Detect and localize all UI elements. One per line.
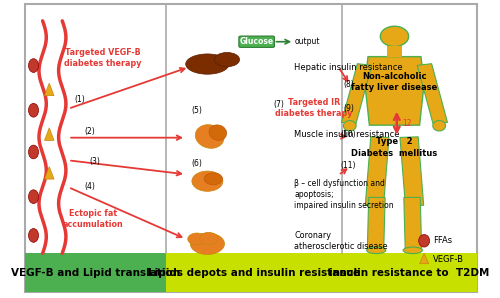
Ellipse shape (418, 235, 430, 247)
Text: Non-alcoholic
fatty liver disease: Non-alcoholic fatty liver disease (352, 72, 438, 92)
FancyBboxPatch shape (239, 36, 274, 47)
Text: (8): (8) (344, 80, 354, 89)
Ellipse shape (186, 54, 229, 74)
Text: (6): (6) (192, 159, 202, 168)
Polygon shape (366, 137, 389, 206)
Polygon shape (365, 57, 424, 125)
Text: insulin resistance to  T2DM: insulin resistance to T2DM (329, 268, 490, 278)
Polygon shape (420, 253, 428, 264)
Text: (1): (1) (74, 95, 85, 104)
Text: (11): (11) (340, 161, 355, 170)
Ellipse shape (28, 145, 38, 159)
Text: (4): (4) (84, 182, 96, 191)
Ellipse shape (28, 59, 38, 72)
Ellipse shape (196, 125, 224, 148)
Ellipse shape (433, 120, 446, 131)
Polygon shape (342, 64, 372, 124)
Ellipse shape (344, 120, 356, 131)
Text: Muscle insulin resistance: Muscle insulin resistance (294, 130, 400, 139)
Ellipse shape (28, 229, 38, 242)
Ellipse shape (366, 247, 386, 254)
Ellipse shape (190, 233, 224, 254)
Text: Glucose: Glucose (240, 37, 274, 46)
Polygon shape (44, 83, 54, 96)
Bar (387, 46, 402, 57)
Text: Type   2
Diabetes  mellitus: Type 2 Diabetes mellitus (352, 137, 438, 158)
Text: Targeted IR
diabetes therapy: Targeted IR diabetes therapy (275, 98, 352, 118)
Text: FFAs: FFAs (434, 236, 452, 245)
Bar (166, 253, 342, 292)
Polygon shape (417, 64, 448, 124)
Polygon shape (368, 197, 385, 250)
Bar (342, 253, 476, 292)
Ellipse shape (214, 52, 240, 67)
Text: (7): (7) (274, 100, 284, 109)
Bar (25, 253, 167, 292)
Polygon shape (44, 128, 54, 140)
Ellipse shape (192, 171, 223, 191)
Ellipse shape (403, 247, 422, 254)
Text: Ectopic fat
accumulation: Ectopic fat accumulation (63, 209, 124, 229)
Polygon shape (400, 137, 423, 206)
Text: 12: 12 (402, 119, 412, 128)
Text: (10): (10) (340, 130, 355, 139)
Text: output: output (295, 37, 320, 46)
Text: β – cell dysfunction and
apoptosis;
impaired insulin secretion: β – cell dysfunction and apoptosis; impa… (294, 179, 394, 210)
Polygon shape (44, 167, 54, 179)
FancyBboxPatch shape (25, 4, 476, 292)
Text: (9): (9) (344, 104, 354, 113)
Text: Coronary
atherosclerotic disease: Coronary atherosclerotic disease (294, 231, 388, 252)
Text: (3): (3) (89, 157, 100, 166)
Text: Targeted VEGF-B
diabetes therapy: Targeted VEGF-B diabetes therapy (64, 48, 141, 68)
Ellipse shape (28, 103, 38, 117)
Ellipse shape (380, 26, 408, 46)
Text: (5): (5) (192, 106, 202, 115)
Ellipse shape (209, 125, 226, 140)
Ellipse shape (188, 233, 206, 245)
Text: (2): (2) (84, 127, 96, 136)
Ellipse shape (200, 232, 218, 244)
Ellipse shape (28, 190, 38, 204)
Text: VEGF-B and Lipid translation: VEGF-B and Lipid translation (11, 268, 180, 278)
Text: VEGF-B: VEGF-B (434, 255, 464, 264)
Polygon shape (404, 197, 421, 250)
Text: Lipids depots and insulin resistance: Lipids depots and insulin resistance (148, 268, 360, 278)
Text: Hepatic insulin resistance: Hepatic insulin resistance (294, 63, 403, 72)
Ellipse shape (204, 173, 223, 185)
